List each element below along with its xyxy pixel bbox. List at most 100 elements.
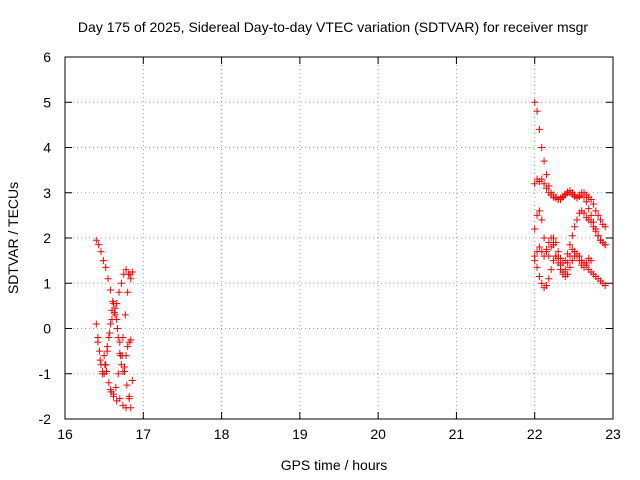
data-point-marker <box>596 216 604 224</box>
data-point-marker <box>550 257 558 265</box>
data-point-marker <box>566 252 574 260</box>
data-point-marker <box>95 241 103 249</box>
data-point-marker <box>540 234 548 242</box>
chart-title: Day 175 of 2025, Sidereal Day-to-day VTE… <box>78 19 588 35</box>
data-point-marker <box>538 216 546 224</box>
data-point-marker <box>594 232 602 240</box>
data-point-marker <box>538 144 546 151</box>
data-point-marker <box>582 198 590 206</box>
data-point-marker <box>566 263 574 271</box>
data-point-marker <box>587 257 595 265</box>
y-tick-label: 0 <box>43 321 51 337</box>
x-tick-label: 21 <box>449 426 465 442</box>
data-point-marker <box>116 338 124 346</box>
data-point-marker <box>127 336 135 344</box>
data-point-marker <box>538 279 546 287</box>
data-point-marker <box>554 259 562 267</box>
y-tick-label: 3 <box>43 185 51 201</box>
x-tick-label: 18 <box>214 426 230 442</box>
data-point-marker <box>585 205 593 213</box>
data-point-marker <box>127 275 135 283</box>
grid <box>65 57 613 419</box>
data-point-marker <box>601 241 609 249</box>
data-point-marker <box>103 343 111 351</box>
data-point-marker <box>92 320 100 328</box>
x-tick-label: 16 <box>57 426 73 442</box>
y-tick-label: 4 <box>43 140 51 156</box>
data-point-marker <box>105 334 113 342</box>
data-point-marker <box>538 175 546 183</box>
data-point-marker <box>573 216 581 224</box>
y-axis-label: SDTVAR / TECUs <box>5 182 21 294</box>
data-point-marker <box>547 234 555 242</box>
data-point-marker <box>571 223 579 231</box>
data-point-marker <box>545 239 553 247</box>
data-point-marker <box>564 259 572 267</box>
data-point-marker <box>542 245 550 253</box>
data-point-marker <box>540 252 548 260</box>
data-point-marker <box>571 248 579 256</box>
y-tick-label: -2 <box>39 411 52 427</box>
data-point-marker <box>124 288 132 296</box>
data-point-marker <box>542 171 550 179</box>
data-point-marker <box>94 338 102 346</box>
data-point-marker <box>554 248 562 256</box>
data-point-marker <box>531 180 539 188</box>
data-point-marker <box>589 200 597 208</box>
data-point-marker <box>102 367 110 375</box>
x-axis-label: GPS time / hours <box>281 457 388 473</box>
data-point-marker <box>568 232 576 240</box>
data-point-marker <box>105 379 113 387</box>
data-point-marker <box>113 325 121 332</box>
data-point-marker <box>92 236 100 244</box>
data-point-marker <box>580 193 588 201</box>
data-point-marker <box>119 367 127 375</box>
data-point-marker <box>97 248 105 256</box>
data-point-marker <box>531 225 539 233</box>
data-point-marker <box>538 248 546 256</box>
data-point-marker <box>587 218 595 226</box>
data-point-marker <box>533 107 541 115</box>
data-point-marker <box>110 309 118 317</box>
data-point-marker <box>559 270 567 278</box>
data-point-marker <box>531 257 539 265</box>
data-point-marker <box>580 209 588 217</box>
y-tick-label: 6 <box>43 49 51 65</box>
data-point-marker <box>592 227 600 235</box>
data-point-marker <box>113 300 121 308</box>
data-point-marker <box>119 334 127 342</box>
data-point-marker <box>540 180 548 188</box>
data-point-marker <box>545 275 553 283</box>
data-point-marker <box>592 207 600 215</box>
data-point-marker <box>128 268 136 276</box>
data-point-marker <box>116 395 124 403</box>
data-point-marker <box>542 184 550 192</box>
data-point-marker <box>100 352 108 360</box>
data-point-marker <box>587 211 595 219</box>
data-point-marker <box>125 392 133 400</box>
data-point-marker <box>106 329 114 337</box>
data-point-marker <box>99 257 107 265</box>
data-point-marker <box>110 392 118 400</box>
data-point-marker <box>535 272 543 280</box>
data-point-marker <box>104 275 112 283</box>
data-point-marker <box>580 263 588 271</box>
data-point-marker <box>121 311 129 319</box>
data-point-marker <box>124 343 132 351</box>
data-point-marker <box>111 304 119 312</box>
data-point-marker <box>117 279 125 287</box>
data-point-marker <box>106 386 114 394</box>
data-point-marker <box>540 157 548 165</box>
data-points <box>92 98 609 412</box>
data-point-marker <box>535 207 543 215</box>
data-point-marker <box>535 125 543 133</box>
data-point-marker <box>552 252 560 260</box>
data-point-marker <box>568 257 576 265</box>
y-tick-label: 5 <box>43 94 51 110</box>
data-point-marker <box>547 266 555 274</box>
data-point-marker <box>535 243 543 251</box>
data-point-marker <box>120 363 128 371</box>
data-point-marker <box>112 383 120 391</box>
data-point-marker <box>108 315 116 323</box>
